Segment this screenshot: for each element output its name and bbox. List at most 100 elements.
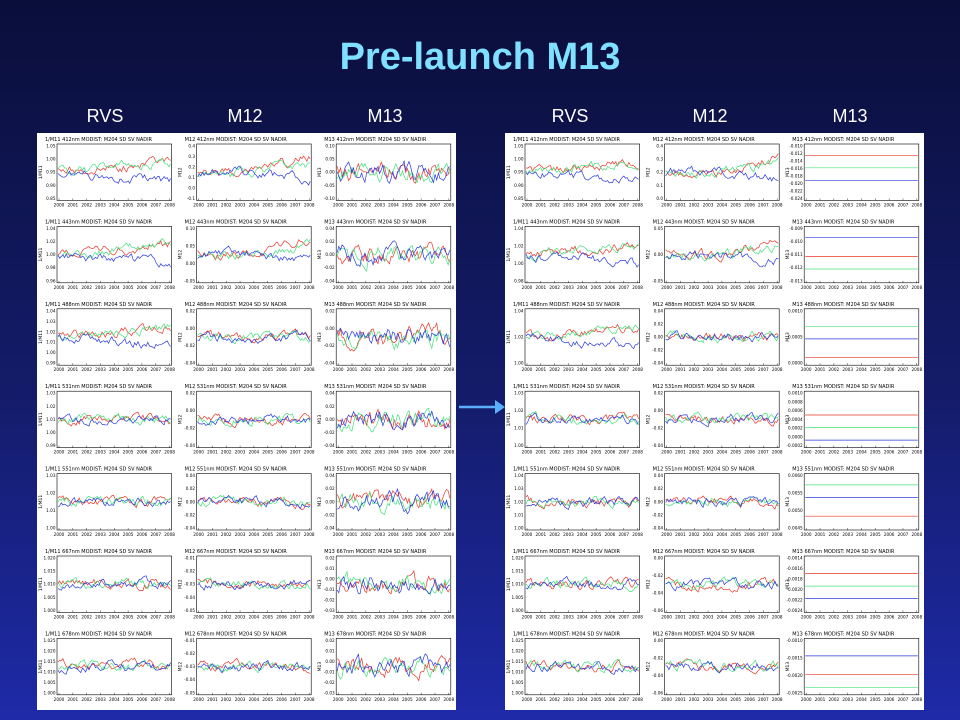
y-tick-label: 0.1 — [656, 183, 663, 188]
series-line-0 — [336, 160, 451, 184]
y-tick-label: 0.02 — [325, 638, 335, 643]
series-line-0 — [336, 655, 451, 682]
y-tick-label: -0.04 — [324, 361, 335, 366]
y-tick-label: -0.04 — [184, 526, 195, 531]
panel-title: 1/M11 488nm MODIST: M204 SD SV NADIR — [45, 302, 153, 308]
series-line-0 — [665, 153, 779, 179]
series-line-1 — [197, 329, 311, 345]
x-tick-label: 2006 — [744, 450, 755, 455]
y-tick-label: -0.02 — [184, 651, 195, 656]
x-tick-label: 2003 — [703, 367, 714, 372]
x-tick-label: 2000 — [522, 285, 533, 290]
x-tick-label: 2005 — [123, 532, 134, 537]
y-axis-label: M13 — [317, 662, 323, 672]
y-tick-label: 0.05 — [325, 157, 335, 162]
series-line-2 — [57, 496, 171, 508]
y-tick-label: -0.04 — [652, 673, 663, 678]
x-tick-label: 2008 — [304, 697, 315, 702]
y-tick-label: 0.00 — [325, 576, 335, 581]
x-tick-label: 2004 — [249, 614, 260, 619]
y-tick-label: -0.0020 — [787, 587, 803, 592]
y-tick-label: -0.02 — [324, 265, 335, 270]
x-tick-label: 2005 — [730, 614, 741, 619]
y-axis-label: 1/M11 — [506, 412, 512, 426]
panel-title: M12 412nm MODIST: M204 SD SV NADIR — [185, 137, 288, 143]
x-tick-label: 2008 — [632, 202, 643, 207]
x-tick-label: 2004 — [249, 532, 260, 537]
x-tick-label: 2003 — [95, 202, 106, 207]
y-tick-label: 1.03 — [514, 391, 524, 396]
x-tick-label: 2002 — [549, 450, 560, 455]
x-tick-label: 2005 — [262, 697, 273, 702]
panel-2-2: M13 488nm MODIST: M204 SD SV NADIRM130.0… — [317, 302, 454, 372]
x-tick-label: 2001 — [535, 697, 546, 702]
panel-title: M12 551nm MODIST: M204 SD SV NADIR — [185, 467, 288, 473]
panel-frame — [803, 308, 920, 366]
x-tick-label: 2005 — [870, 450, 881, 455]
x-tick-label: 2001 — [815, 532, 826, 537]
y-tick-label: 0.99 — [46, 361, 56, 366]
x-tick-label: 2006 — [884, 697, 895, 702]
y-tick-label: -0.05 — [184, 278, 195, 283]
panel-title: M12 667nm MODIST: M204 SD SV NADIR — [185, 549, 288, 555]
x-tick-label: 2002 — [689, 450, 700, 455]
x-tick-label: 2008 — [164, 697, 175, 702]
y-tick-label: 0.90 — [514, 183, 524, 188]
x-tick-label: 2007 — [898, 367, 909, 372]
series-line-1 — [525, 324, 639, 340]
x-tick-label: 2002 — [81, 532, 92, 537]
y-tick-label: 0.04 — [654, 308, 664, 313]
x-tick-label: 2007 — [898, 450, 909, 455]
x-tick-label: 2008 — [632, 697, 643, 702]
panel-title: M12 678nm MODIST: M204 SD SV NADIR — [653, 631, 756, 637]
x-tick-label: 2005 — [262, 285, 273, 290]
x-tick-label: 2001 — [347, 614, 358, 619]
x-tick-label: 2005 — [730, 697, 741, 702]
x-tick-label: 2001 — [675, 367, 686, 372]
x-tick-label: 2001 — [67, 367, 78, 372]
x-tick-label: 2006 — [884, 202, 895, 207]
series-line-1 — [665, 330, 779, 344]
y-tick-label: 0.05 — [654, 226, 664, 231]
x-tick-label: 2000 — [333, 450, 344, 455]
x-tick-label: 2003 — [95, 614, 106, 619]
x-tick-label: 2006 — [416, 614, 427, 619]
x-tick-label: 2000 — [333, 367, 344, 372]
series-line-1 — [57, 157, 171, 176]
series-line-2 — [336, 327, 451, 348]
panel-title: M13 531nm MODIST: M204 SD SV NADIR — [792, 384, 895, 390]
x-tick-label: 2001 — [815, 285, 826, 290]
x-tick-label: 2003 — [95, 285, 106, 290]
x-tick-label: 2002 — [829, 367, 840, 372]
x-tick-label: 2000 — [661, 532, 672, 537]
x-tick-label: 2002 — [549, 367, 560, 372]
x-tick-label: 2002 — [361, 697, 372, 702]
y-tick-label: 0.00 — [186, 499, 196, 504]
series-line-1 — [336, 329, 451, 351]
x-tick-label: 2003 — [842, 450, 853, 455]
panel-title: M13 551nm MODIST: M204 SD SV NADIR — [324, 467, 427, 473]
x-tick-label: 2001 — [675, 697, 686, 702]
y-tick-label: 1.03 — [46, 473, 56, 478]
panel-frame — [56, 555, 172, 613]
x-tick-label: 2007 — [618, 450, 629, 455]
x-tick-label: 2003 — [235, 532, 246, 537]
x-tick-label: 2000 — [54, 532, 65, 537]
x-tick-label: 2004 — [388, 450, 399, 455]
x-tick-label: 2005 — [730, 450, 741, 455]
x-tick-label: 2004 — [388, 614, 399, 619]
x-tick-label: 2008 — [911, 202, 922, 207]
y-tick-label: -0.02 — [184, 426, 195, 431]
y-axis-label: M13 — [785, 332, 791, 342]
y-tick-label: 1.02 — [514, 499, 524, 504]
y-tick-label: -0.011 — [789, 252, 803, 257]
y-tick-label: 0.98 — [514, 278, 524, 283]
x-tick-label: 2003 — [95, 532, 106, 537]
panel-0-1: M12 412nm MODIST: M204 SD SV NADIR M12 0.4… — [646, 137, 783, 207]
y-tick-label: -0.02 — [324, 430, 335, 435]
x-tick-label: 2002 — [221, 532, 232, 537]
y-tick-label: 0.04 — [325, 391, 335, 396]
y-tick-label: -0.05 — [184, 608, 195, 613]
panel-3-1: M12 531nm MODIST: M204 SD SV NADIRM120.0… — [646, 384, 783, 454]
x-tick-label: 2007 — [150, 367, 161, 372]
